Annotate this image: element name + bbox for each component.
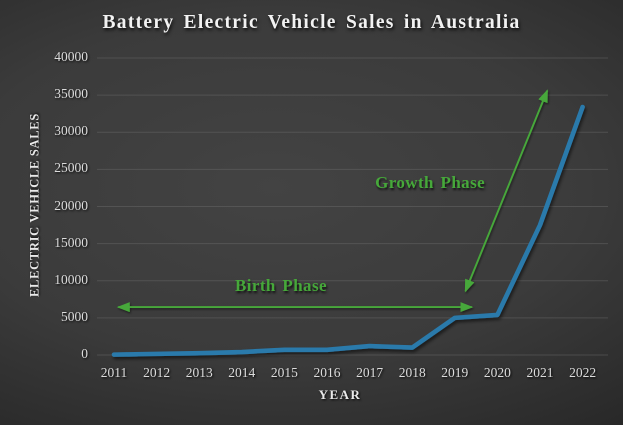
gridlines <box>97 57 608 356</box>
y-tick-label: 25000 <box>54 160 88 176</box>
x-axis-title: YEAR <box>318 387 362 402</box>
y-tick-label: 15000 <box>54 234 88 250</box>
x-tick-label: 2018 <box>398 365 426 380</box>
x-tick-label: 2011 <box>100 365 128 380</box>
x-tick-label: 2016 <box>313 365 341 380</box>
x-tick-label: 2021 <box>526 365 554 380</box>
sales-line-series <box>111 104 585 357</box>
x-tick-label: 2019 <box>441 365 469 380</box>
x-tick-label: 2014 <box>228 365 256 380</box>
y-tick-label: 10000 <box>54 271 88 287</box>
y-tick-label: 30000 <box>54 123 88 139</box>
x-tick-label: 2022 <box>569 365 597 380</box>
x-tick-label: 2013 <box>185 365 213 380</box>
y-tick-label: 20000 <box>54 197 88 213</box>
annotation-label: Birth Phase <box>235 275 327 295</box>
y-tick-label: 40000 <box>54 49 88 64</box>
y-tick-label: 5000 <box>61 308 88 324</box>
y-tick-label: 35000 <box>54 86 88 102</box>
phase-arrow <box>464 89 549 293</box>
x-tick-label: 2015 <box>270 365 298 380</box>
x-tick-label: 2017 <box>356 365 384 380</box>
x-tick-label: 2012 <box>143 365 171 380</box>
sales-line <box>111 104 585 357</box>
x-tick-label: 2020 <box>483 365 511 380</box>
phase-arrows <box>116 89 549 313</box>
chart-title: Battery Electric Vehicle Sales in Austra… <box>102 12 521 33</box>
annotation-label: Growth Phase <box>375 173 486 193</box>
y-tick-label: 0 <box>81 346 88 361</box>
